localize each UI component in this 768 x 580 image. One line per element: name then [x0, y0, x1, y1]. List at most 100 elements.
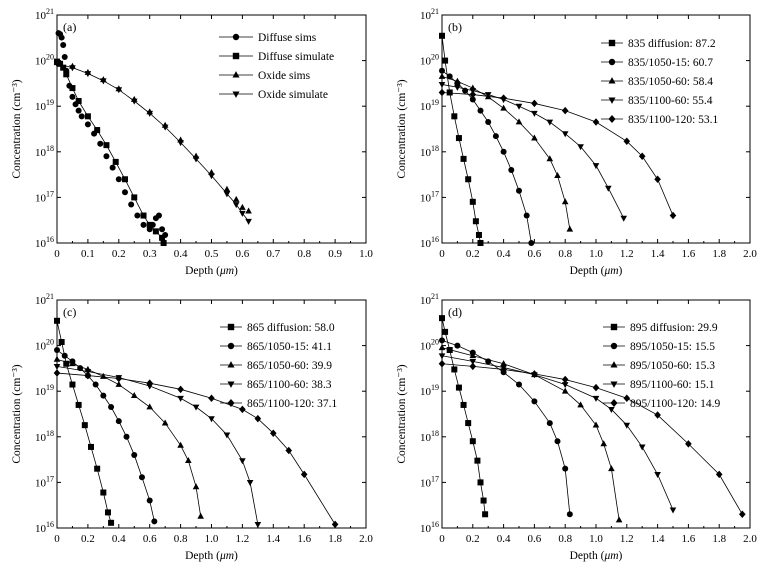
data-point — [115, 380, 123, 387]
legend-label: 895/1050-60: 15.3 — [630, 360, 715, 372]
series-4 — [438, 82, 628, 222]
x-tick-label: 0.6 — [528, 533, 542, 545]
panel-label: (b) — [448, 20, 462, 34]
data-point — [115, 374, 123, 383]
data-point — [484, 92, 492, 99]
data-point — [285, 446, 293, 455]
data-point — [159, 226, 166, 233]
data-point — [84, 371, 92, 380]
data-point — [638, 152, 646, 160]
data-point — [516, 381, 522, 388]
data-point — [239, 203, 246, 210]
data-point — [515, 118, 523, 125]
data-point — [465, 176, 472, 183]
data-point — [605, 185, 612, 192]
data-point — [223, 191, 231, 198]
data-point — [92, 381, 99, 388]
data-point — [492, 133, 499, 140]
data-point — [146, 379, 153, 387]
series-3 — [438, 72, 574, 232]
data-point — [177, 395, 184, 402]
data-point — [546, 119, 554, 126]
data-point — [223, 185, 231, 192]
series-4 — [53, 61, 252, 225]
chart-panel-a: 0 0.1 0.2 0.3 0.4 0.5 0.6 0.7 0.8 0.9 1.0 1016 1017 1… — [11, 7, 373, 277]
y-tick-label: 1019 — [35, 383, 54, 398]
x-tick-label: 1.2 — [620, 533, 634, 545]
data-point — [531, 134, 538, 141]
data-point — [472, 218, 479, 225]
x-tick-label: 0.6 — [236, 248, 250, 260]
data-point — [523, 212, 530, 219]
data-point — [61, 53, 68, 60]
data-point — [53, 369, 61, 377]
data-point — [561, 382, 569, 389]
legend: 865 diffusion: 58.0 865/1050-15: 41.1 865/… — [220, 322, 338, 410]
y-tick-label: 1017 — [420, 474, 439, 489]
x-tick-label: 1.6 — [682, 248, 696, 260]
series-line — [56, 372, 336, 525]
legend: 895 diffusion: 29.9 895/1050-15: 15.5 895/… — [603, 322, 721, 410]
x-tick-label: 1.4 — [651, 533, 665, 545]
x-tick-label: 1.6 — [297, 533, 311, 545]
data-point — [197, 512, 204, 519]
data-point — [465, 420, 472, 427]
data-point — [223, 432, 231, 439]
series-4 — [438, 353, 677, 514]
legend-marker — [232, 71, 240, 78]
x-tick-label: 0.7 — [266, 248, 280, 260]
series-2 — [439, 67, 535, 246]
data-point — [146, 403, 153, 410]
x-tick-label: 0.8 — [558, 533, 572, 545]
data-point — [112, 158, 119, 165]
y-tick-label: 1019 — [35, 98, 54, 113]
series-3 — [438, 344, 623, 523]
x-tick-label: 0.6 — [528, 248, 542, 260]
data-point — [69, 65, 76, 72]
data-point — [63, 360, 70, 367]
legend-label: 835 diffusion: 87.2 — [628, 38, 716, 50]
data-point — [623, 137, 631, 146]
series-5 — [438, 88, 677, 220]
chart-panel-c: 0 0.2 0.4 0.6 0.8 1.0 1.2 1.4 1.6 1.8 2.0 1016 1017 1… — [11, 292, 373, 562]
series-1 — [439, 315, 489, 518]
series-4 — [53, 363, 262, 528]
x-tick-label: 1.8 — [712, 533, 726, 545]
x-tick-label: 0.9 — [328, 248, 342, 260]
data-point — [103, 142, 110, 149]
data-point — [460, 401, 467, 408]
x-tick-label: 0.2 — [81, 533, 95, 545]
series-line — [56, 358, 202, 517]
data-point — [192, 483, 200, 490]
data-point — [177, 140, 184, 147]
legend-label: 835/1100-120: 53.1 — [628, 114, 719, 126]
x-axis-label: Depth (μm) — [185, 265, 238, 277]
data-point — [58, 338, 65, 345]
data-point — [477, 107, 484, 114]
x-tick-label: 1.2 — [620, 248, 634, 260]
y-tick-label: 1021 — [35, 292, 54, 307]
data-point — [159, 234, 166, 241]
data-point — [246, 480, 254, 486]
series-line — [441, 92, 674, 216]
legend-marker — [227, 323, 235, 331]
data-point — [270, 429, 277, 437]
y-tick-label: 1018 — [35, 144, 54, 159]
x-tick-label: 0.2 — [466, 533, 480, 545]
legend-marker — [227, 361, 235, 368]
data-point — [469, 90, 477, 99]
data-point — [528, 240, 535, 246]
data-point — [482, 511, 489, 518]
data-point — [620, 215, 628, 222]
legend-label: 865/1100-120: 37.1 — [247, 398, 338, 410]
series-2 — [54, 58, 167, 246]
data-point — [53, 363, 61, 370]
data-point — [69, 381, 76, 388]
data-point — [254, 521, 262, 528]
y-axis-label: Concentration (cm⁻³) — [11, 364, 23, 463]
y-tick-label: 1020 — [420, 53, 439, 68]
data-point — [232, 195, 240, 202]
data-point — [654, 175, 661, 184]
data-point — [460, 155, 467, 162]
